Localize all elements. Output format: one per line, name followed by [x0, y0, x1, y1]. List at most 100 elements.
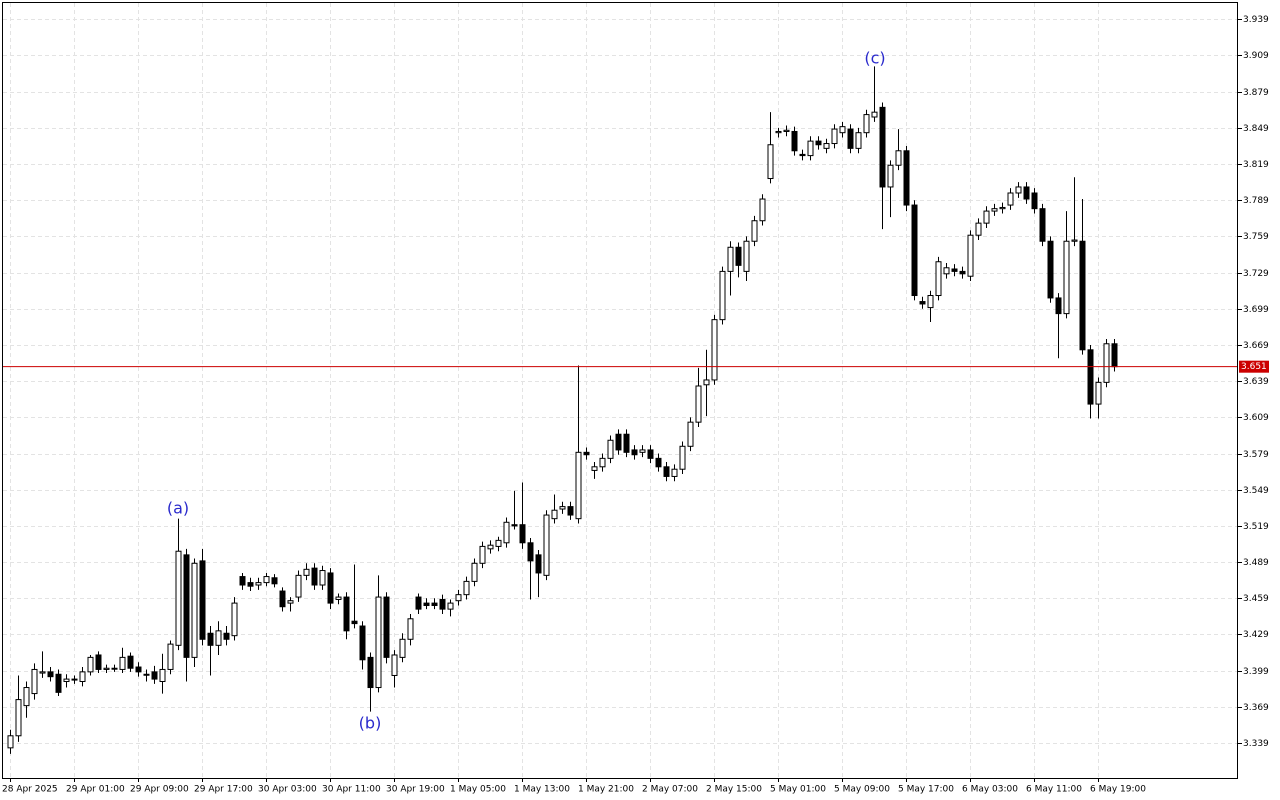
y-tick-label: 3.339	[1243, 739, 1269, 749]
wave-label: (b)	[359, 714, 382, 733]
candle-body	[383, 596, 390, 658]
candle-body	[1031, 192, 1038, 210]
candle-body	[199, 560, 206, 640]
candle-body	[103, 667, 110, 670]
candle-body	[143, 673, 150, 676]
candle-body	[319, 570, 326, 586]
x-tick-label: 30 Apr 19:00	[386, 785, 445, 795]
candle-body	[567, 506, 574, 516]
x-tick-label: 30 Apr 11:00	[322, 785, 381, 795]
candle-body	[1023, 186, 1030, 200]
y-tick-label: 3.519	[1243, 522, 1269, 532]
y-tick-label: 3.549	[1243, 486, 1269, 496]
candle-body	[695, 385, 702, 423]
x-tick-label: 29 Apr 17:00	[194, 785, 253, 795]
candle-body	[551, 509, 558, 520]
candle-body	[999, 206, 1006, 210]
x-tick-label: 5 May 17:00	[898, 785, 954, 795]
candle-body	[903, 150, 910, 206]
x-tick-label: 1 May 05:00	[450, 785, 506, 795]
axes: 3.339 3.369 3.399 3.429 3.459 3.489 3.519 3.549…	[2, 15, 1269, 795]
wave-label: (c)	[864, 49, 885, 68]
candle-body	[639, 449, 646, 453]
plot-border	[2, 2, 1238, 779]
candle-body	[39, 671, 46, 674]
candle-body	[535, 554, 542, 574]
candle-body	[423, 602, 430, 607]
x-tick-label: 2 May 07:00	[642, 785, 698, 795]
candle-body	[375, 596, 382, 689]
candle-body	[151, 671, 158, 680]
y-tick-label: 3.699	[1243, 305, 1269, 315]
candle-body	[975, 222, 982, 236]
candle-body	[919, 301, 926, 305]
candle-body	[799, 153, 806, 157]
candle-body	[991, 208, 998, 212]
candle-body	[463, 580, 470, 596]
candle-body	[967, 234, 974, 277]
candle-body	[343, 596, 350, 632]
y-tick-label: 3.939	[1243, 15, 1269, 25]
candle-body	[335, 596, 342, 600]
candle-body	[207, 632, 214, 646]
candle-body	[1071, 239, 1078, 242]
y-tick-label: 3.639	[1243, 377, 1269, 387]
candle-body	[927, 295, 934, 309]
candle-body	[351, 620, 358, 625]
candle-body	[527, 542, 534, 562]
y-tick-label: 3.399	[1243, 667, 1269, 677]
candle-body	[295, 574, 302, 598]
candle-body	[311, 567, 318, 586]
candle-body	[607, 439, 614, 459]
candle-body	[111, 667, 118, 670]
current-price-label: 3.651	[1241, 362, 1267, 372]
wave-label: (a)	[167, 499, 189, 518]
candle-body	[871, 111, 878, 118]
grid	[3, 3, 1238, 778]
x-tick-label: 29 Apr 01:00	[66, 785, 125, 795]
candle-body	[935, 261, 942, 297]
candle-body	[191, 562, 198, 658]
candle-body	[735, 246, 742, 266]
y-tick-label: 3.729	[1243, 269, 1269, 279]
candle-body	[167, 643, 174, 670]
y-tick-label: 3.369	[1243, 703, 1269, 713]
candle-body	[1063, 240, 1070, 315]
candle-body	[879, 106, 886, 188]
x-tick-label: 6 May 19:00	[1090, 785, 1146, 795]
candle-body	[1055, 297, 1062, 315]
x-tick-label: 29 Apr 09:00	[130, 785, 189, 795]
candle-body	[711, 319, 718, 381]
candle-body	[119, 656, 126, 670]
candle-body	[1095, 381, 1102, 405]
y-tick-label: 3.669	[1243, 341, 1269, 351]
x-tick-label: 6 May 03:00	[962, 785, 1018, 795]
x-tick-label: 28 Apr 2025	[2, 785, 58, 795]
candle-body	[519, 524, 526, 544]
candle-body	[407, 618, 414, 640]
candle-body	[823, 143, 830, 149]
candle-body	[439, 598, 446, 610]
x-tick-label: 2 May 15:00	[706, 785, 762, 795]
candle-body	[751, 220, 758, 242]
candle-body	[1039, 208, 1046, 242]
candle-body	[687, 421, 694, 447]
candle-body	[359, 625, 366, 661]
candle-body	[759, 198, 766, 222]
y-tick-label: 3.849	[1243, 124, 1269, 134]
x-tick-label: 5 May 01:00	[770, 785, 826, 795]
candle-body	[223, 632, 230, 640]
candle-body	[327, 572, 334, 604]
candle-body	[559, 506, 566, 510]
x-tick-label: 30 Apr 03:00	[258, 785, 317, 795]
candle-body	[287, 600, 294, 604]
candle-body	[1111, 343, 1118, 368]
candle-body	[7, 735, 14, 749]
candle-body	[807, 140, 814, 157]
x-tick-label: 6 May 11:00	[1026, 785, 1082, 795]
candle-body	[831, 128, 838, 145]
candle-body	[71, 678, 78, 681]
x-tick-label: 1 May 13:00	[514, 785, 570, 795]
candle-body	[455, 594, 462, 602]
candle-body	[127, 655, 134, 669]
